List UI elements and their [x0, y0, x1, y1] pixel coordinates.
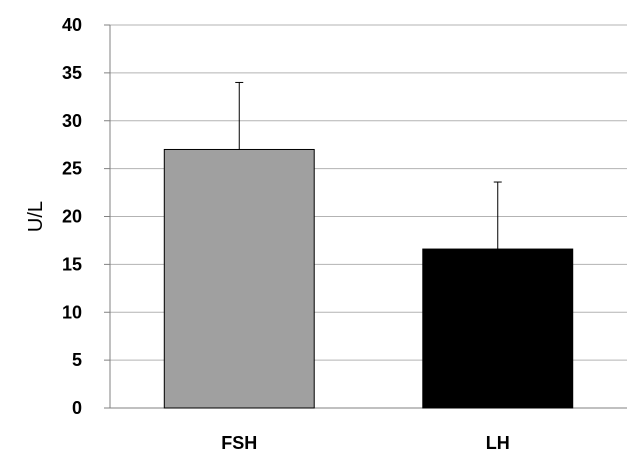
y-tick-label: 30 [62, 111, 82, 131]
y-tick-label: 40 [62, 15, 82, 35]
x-category-label: FSH [221, 433, 257, 452]
bar-lh [422, 248, 574, 409]
error-bars [235, 81, 502, 250]
x-category-labels: FSH LH [221, 433, 510, 452]
y-axis-label: U/L [25, 201, 47, 232]
x-category-label: LH [486, 433, 510, 452]
y-tick-labels: 0 5 10 15 20 25 30 35 40 [62, 15, 110, 418]
y-tick-label: 35 [62, 63, 82, 83]
y-tick-label: 10 [62, 302, 82, 322]
y-tick-label: 5 [72, 350, 82, 370]
y-tick-label: 25 [62, 159, 82, 179]
bars [163, 148, 574, 409]
bar-fsh [163, 148, 315, 409]
y-tick-label: 15 [62, 254, 82, 274]
y-tick-label: 20 [62, 207, 82, 227]
y-tick-label: 0 [72, 398, 82, 418]
